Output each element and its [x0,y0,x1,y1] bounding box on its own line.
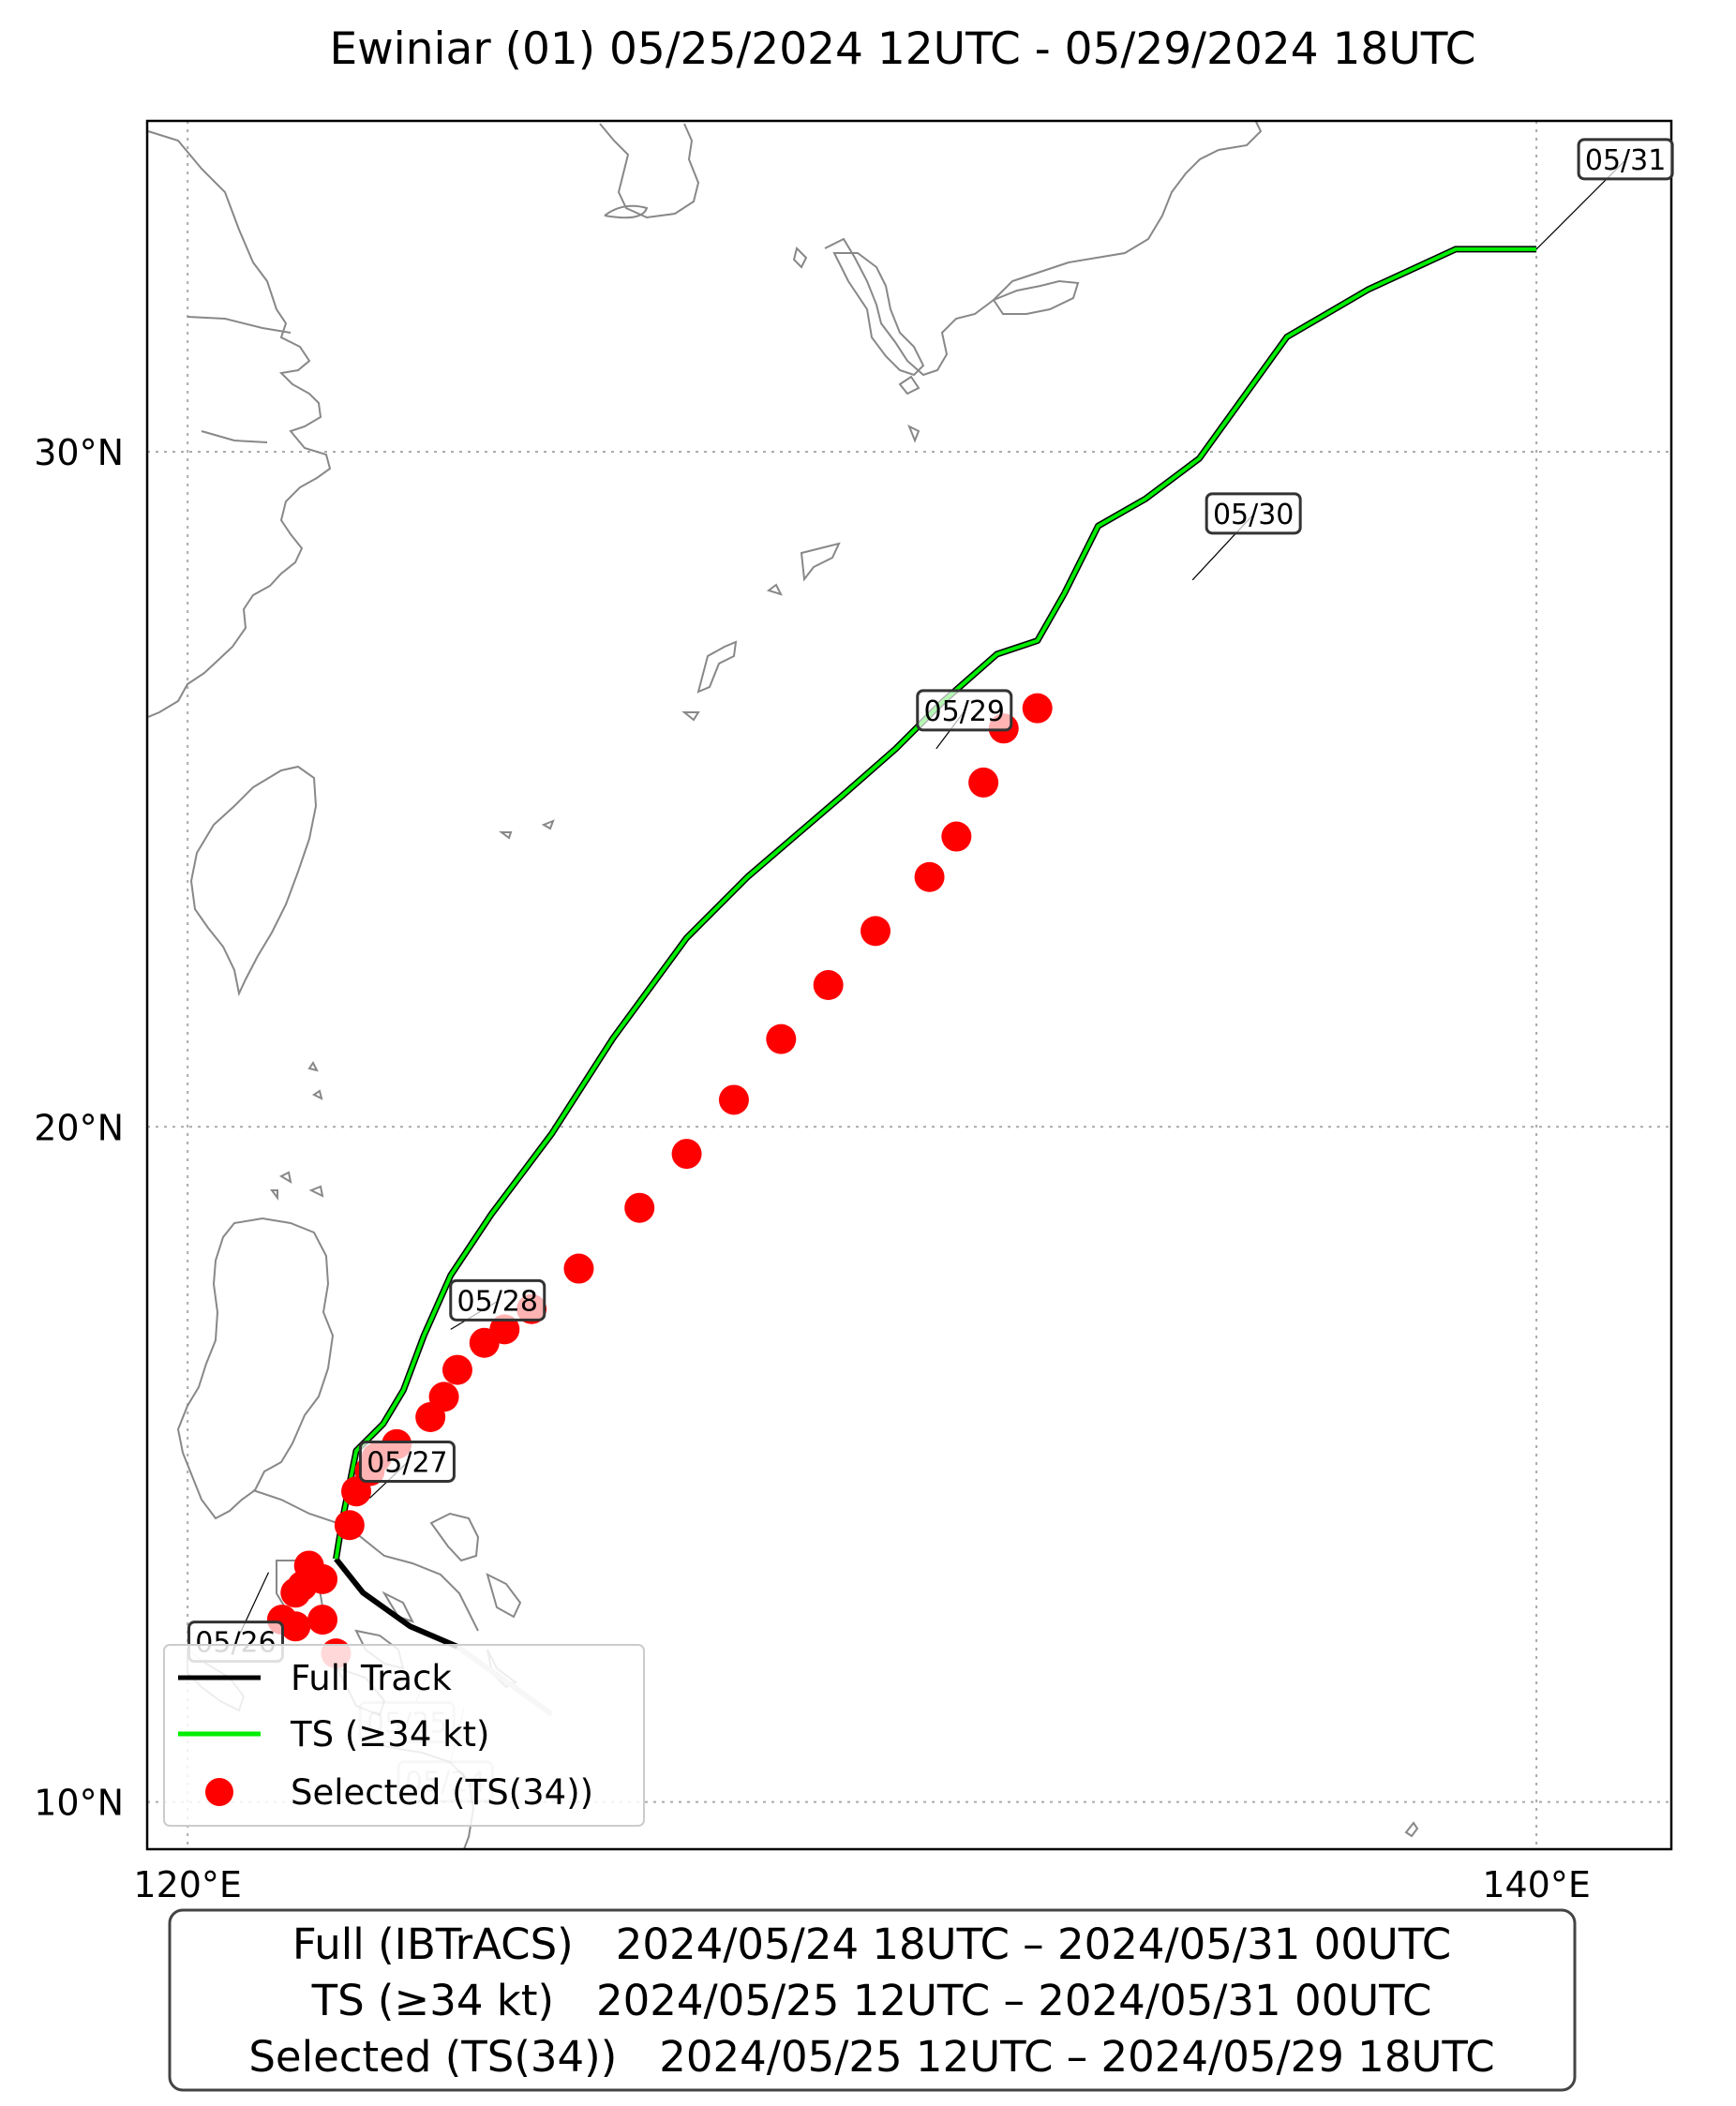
selected-point [813,970,844,1000]
selected-point [1022,693,1053,724]
date-label-text: 05/27 [367,1446,447,1479]
selected-point [941,821,972,852]
selected-point [861,916,891,947]
legend-box [163,1644,645,1827]
summary-ts-name: TS (≥34 kt) [311,1976,554,2025]
date-label-text: 05/29 [924,695,1005,728]
selected-point [563,1253,594,1284]
summary-selected-range: 2024/05/25 12UTC – 2024/05/29 18UTC [659,2032,1494,2082]
date-label-text: 05/31 [1585,144,1666,177]
lat-tick-label: 30°N [34,432,124,473]
selected-point [489,1314,520,1345]
china-coast [147,130,332,718]
selected-point [441,1354,472,1385]
lon-tick-label: 140°E [1482,1864,1591,1905]
japan-islets [604,204,920,443]
lat-tick-label: 20°N [34,1107,124,1148]
summary-row-full: Full (IBTrACS) 2024/05/24 18UTC – 2024/05… [292,1919,1451,1969]
selected-point [968,767,999,798]
luzon-coast [176,1217,335,1520]
date-label-box [916,689,1013,732]
summary-row-ts: TS (≥34 kt) 2024/05/25 12UTC – 2024/05/31… [311,1976,1432,2025]
coastlines [147,121,1419,1850]
summary-ts-range: 2024/05/25 12UTC – 2024/05/31 00UTC [596,1976,1431,2025]
date-label-box [358,1440,456,1483]
date-label: 05/30 [1191,492,1302,581]
summary-selected-name: Selected (TS(34)) [248,2032,617,2082]
ryukyu-islands [499,542,841,840]
selected-point [428,1382,459,1412]
summary-frame [168,1908,1577,2092]
date-label: 05/27 [358,1440,456,1499]
palau-islet [1404,1821,1419,1838]
date-label-box [449,1278,546,1322]
selected-point [293,1550,324,1581]
luzon-strait-islets [270,1061,324,1201]
lon-tick-label: 120°E [133,1864,242,1905]
legend-ts-label: TS (≥34 kt) [290,1714,490,1755]
taiwan-coast [189,765,318,997]
selected-point [914,861,945,892]
legend: Full Track TS (≥34 kt) Selected (TS(34)) [163,1644,645,1827]
date-label-box [1205,492,1302,535]
luzon-south [252,1489,479,1632]
selected-point [307,1605,338,1636]
legend-full-track-label: Full Track [291,1658,452,1698]
track-layer [333,246,1537,1717]
summary-full-name: Full (IBTrACS) [292,1919,574,1969]
selected-point [624,1192,655,1223]
ts-track-line [334,246,1537,1560]
selected-point [766,1023,797,1054]
legend-selected-swatch [205,1778,233,1806]
date-label-text: 05/28 [457,1285,538,1318]
korea-coast [599,123,700,219]
date-label: 05/28 [449,1278,546,1330]
plot-area [147,121,1671,1849]
date-label-text: 05/30 [1213,499,1294,531]
summary-row-selected: Selected (TS(34)) 2024/05/25 12UTC – 2024… [248,2032,1494,2082]
legend-selected-label: Selected (TS(34)) [291,1772,593,1813]
china-coast-inlet [187,316,292,443]
date-label-box [1577,138,1674,181]
date-label: 05/31 [1535,138,1674,250]
selected-point [671,1139,702,1170]
lat-tick-label: 10°N [34,1783,124,1824]
selected-point [718,1084,749,1115]
plot-frame [145,119,1673,1851]
summary-full-range: 2024/05/24 18UTC – 2024/05/31 00UTC [616,1919,1451,1969]
summary-box: Full (IBTrACS) 2024/05/24 18UTC – 2024/05… [168,1908,1577,2092]
full-track-line [334,1557,459,1650]
selected-point [334,1510,365,1541]
shikoku [992,279,1080,315]
map-title: Ewiniar (01) 05/25/2024 12UTC - 05/29/20… [330,23,1476,75]
date-label: 05/29 [916,689,1013,750]
japan-kyushu [832,252,925,377]
